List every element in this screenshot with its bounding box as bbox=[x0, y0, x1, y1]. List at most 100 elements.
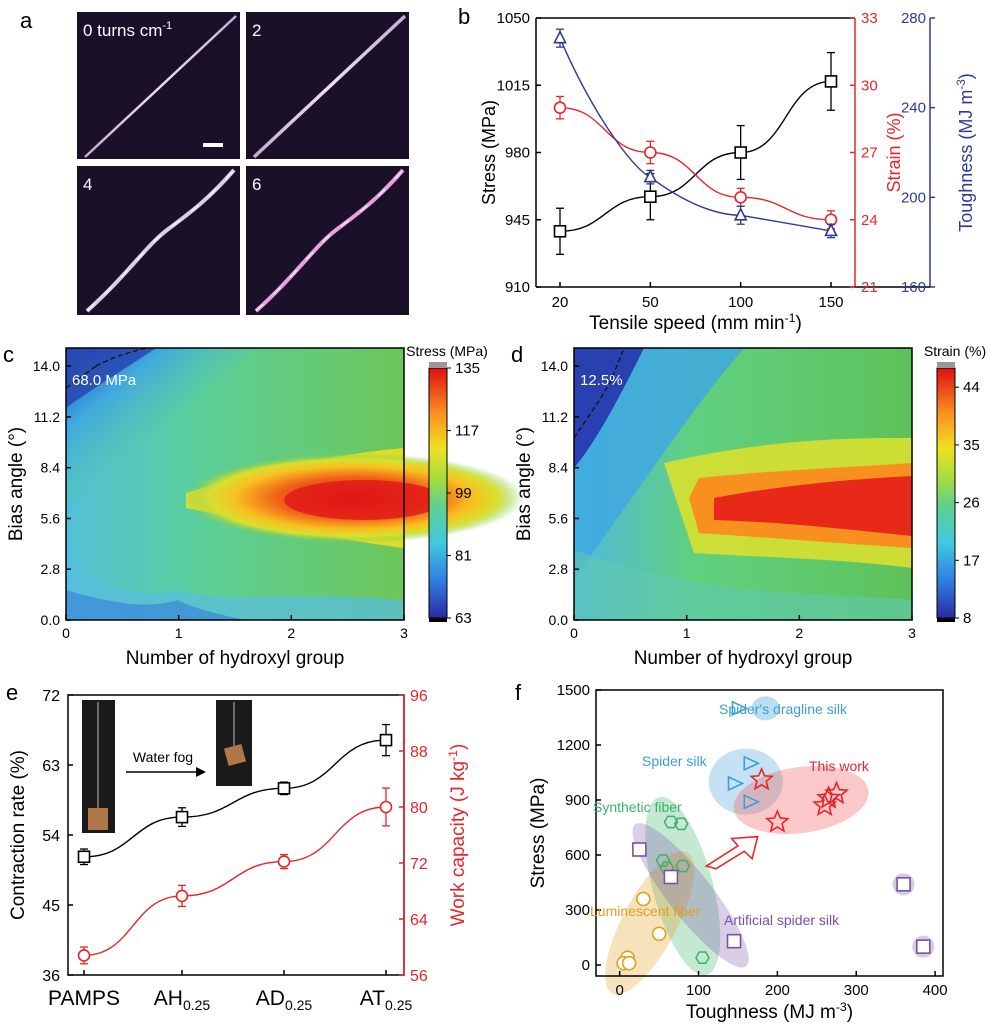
y-tick-label: 1500 bbox=[557, 682, 590, 699]
x-axis-title: Toughness (MJ m-3) bbox=[686, 1000, 853, 1023]
x-tick-label: AH0.25 bbox=[154, 987, 211, 1013]
heatmap-max-region bbox=[284, 480, 444, 520]
colorbar-underflow bbox=[937, 618, 955, 622]
heatmap-bottom-low bbox=[66, 590, 246, 620]
x-tick-label: 3 bbox=[908, 625, 916, 641]
contour-line bbox=[65, 365, 97, 389]
y-axis-title: Stress (MPa) bbox=[528, 778, 549, 889]
y-tick-label: 240 bbox=[901, 100, 926, 117]
group-label: This work bbox=[809, 758, 870, 774]
heatmap-min-region bbox=[66, 348, 156, 408]
y-tick-label: 980 bbox=[505, 145, 530, 162]
y-tick-label: 600 bbox=[565, 847, 590, 864]
data-point bbox=[695, 951, 710, 965]
y-axis-title: Strain (%) bbox=[884, 112, 904, 192]
x-tick-label: 200 bbox=[765, 982, 790, 999]
y-axis-title: Bias angle (°) bbox=[6, 427, 27, 541]
inset-weight bbox=[223, 743, 247, 767]
x-tick-label: 400 bbox=[923, 982, 948, 999]
data-point bbox=[673, 817, 689, 831]
data-point bbox=[277, 855, 291, 868]
colorbar-tick-label: 8 bbox=[963, 610, 971, 627]
y-tick-label: 200 bbox=[901, 189, 926, 206]
y-tick-label: 5.6 bbox=[549, 510, 569, 526]
data-point bbox=[824, 780, 850, 805]
y-tick-label: 900 bbox=[565, 792, 590, 809]
group-label: Luminescent fiber bbox=[590, 903, 701, 919]
plot-frame bbox=[573, 347, 913, 621]
data-point bbox=[734, 146, 747, 159]
data-point bbox=[896, 877, 911, 892]
colorbar-tick-label: 44 bbox=[963, 379, 980, 396]
y-tick-label: 160 bbox=[901, 279, 926, 296]
data-point bbox=[277, 782, 291, 795]
colorbar-tick-label: 117 bbox=[455, 423, 479, 440]
colorbar-title: Stress (MPa) bbox=[406, 343, 488, 359]
colorbar-overflow bbox=[429, 362, 447, 368]
y-tick-label: 30 bbox=[861, 77, 878, 94]
y-axis-title: Stress (MPa) bbox=[479, 100, 499, 205]
x-tick-label: 20 bbox=[552, 294, 569, 311]
scale-bar bbox=[203, 143, 223, 147]
y-tick-label: 11.2 bbox=[542, 409, 568, 425]
x-tick-label: 50 bbox=[642, 294, 659, 311]
data-point bbox=[749, 766, 775, 791]
fiber-image bbox=[254, 168, 405, 313]
y-tick-label: 33 bbox=[861, 10, 878, 27]
x-tick-label: 100 bbox=[728, 294, 753, 311]
data-point bbox=[175, 810, 189, 824]
y-tick-label: 5.6 bbox=[41, 510, 61, 526]
panel-d-letter: d bbox=[511, 342, 523, 367]
y-tick-label: 0 bbox=[582, 957, 590, 974]
micrograph-label: 4 bbox=[83, 175, 92, 194]
y-tick-label: 72 bbox=[410, 856, 428, 873]
data-point bbox=[621, 955, 637, 971]
contour-line bbox=[95, 347, 147, 367]
micrograph-label: 0 turns cm-1 bbox=[83, 20, 172, 40]
data-point bbox=[553, 224, 567, 238]
x-tick-label: 2 bbox=[287, 625, 295, 641]
data-point bbox=[553, 29, 567, 44]
data-point bbox=[743, 755, 761, 772]
group-label: Spider's dragline silk bbox=[719, 701, 848, 717]
x-axis-title: Number of hydroxyl group bbox=[126, 648, 345, 669]
y-tick-label: 72 bbox=[42, 688, 60, 705]
contour-line bbox=[573, 347, 625, 439]
data-point bbox=[651, 926, 667, 942]
data-point bbox=[175, 889, 189, 903]
y-axis-title: Bias angle (°) bbox=[514, 427, 535, 541]
x-tick-label: 1 bbox=[683, 625, 691, 641]
group-label: Synthetic fiber bbox=[593, 799, 682, 815]
colorbar-overflow bbox=[937, 362, 955, 368]
group-label: Artificial spider silk bbox=[724, 912, 840, 928]
panel-e-letter: e bbox=[6, 680, 18, 705]
series-line bbox=[83, 739, 387, 858]
y-tick-label: 11.2 bbox=[34, 409, 60, 425]
y-tick-label: 0.0 bbox=[549, 612, 569, 628]
y-tick-label: 2.8 bbox=[41, 561, 61, 577]
data-point bbox=[379, 733, 393, 747]
x-tick-label: 100 bbox=[686, 982, 711, 999]
series-line bbox=[559, 80, 832, 232]
inset-arrow-head bbox=[196, 767, 206, 777]
y-tick-label: 14.0 bbox=[33, 358, 60, 374]
colorbar-title: Strain (%) bbox=[924, 343, 986, 359]
trend-arrow bbox=[704, 835, 759, 870]
data-point bbox=[655, 854, 671, 867]
y-tick-label: 0.0 bbox=[41, 612, 61, 628]
y-tick-label: 2.8 bbox=[549, 561, 569, 577]
group-region bbox=[708, 748, 783, 815]
panel-b-letter: b bbox=[458, 4, 470, 29]
y-tick-label: 24 bbox=[861, 212, 878, 229]
group-region bbox=[645, 796, 721, 976]
data-point bbox=[726, 933, 742, 949]
panel-f-letter: f bbox=[515, 680, 522, 705]
heatmap-low-region bbox=[574, 348, 744, 578]
y-tick-label: 1200 bbox=[557, 737, 590, 754]
data-point bbox=[731, 700, 749, 717]
data-point bbox=[734, 191, 747, 204]
y-axis-title: Work capacity (J kg-1) bbox=[446, 744, 469, 927]
data-point bbox=[632, 842, 647, 857]
x-axis-title: Tensile speed (mm min-1) bbox=[589, 311, 802, 334]
